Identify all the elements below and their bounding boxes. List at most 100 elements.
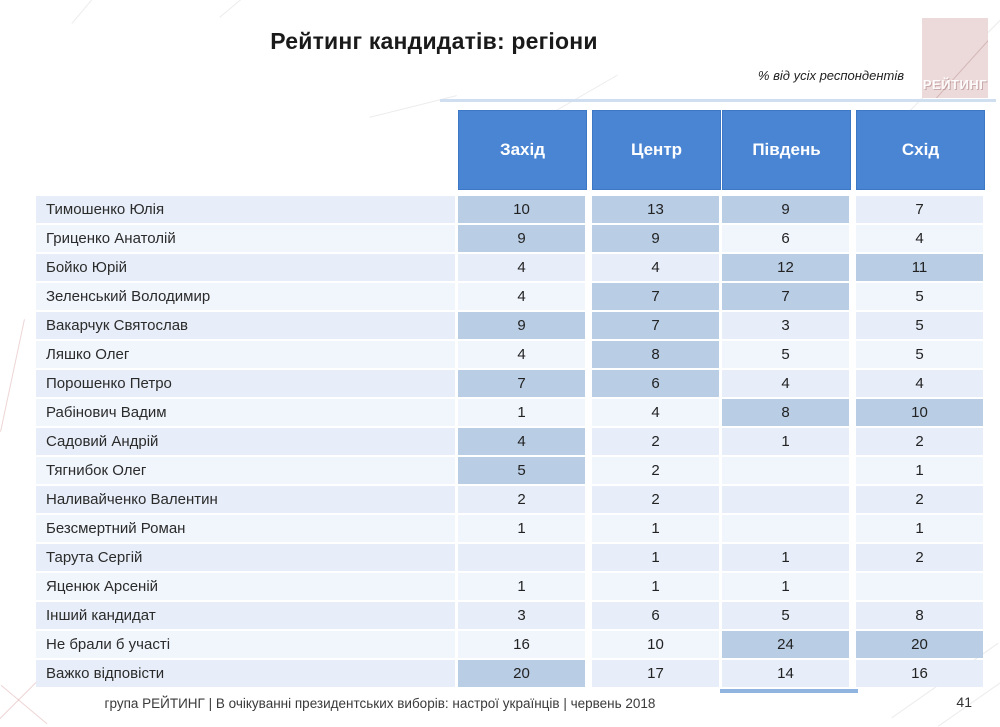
value-cell: 1	[722, 544, 849, 571]
value-cell	[722, 457, 849, 484]
value-cell: 8	[722, 399, 849, 426]
table-row: Порошенко Петро 7 6 4 4	[36, 370, 986, 397]
table-row: Рабінович Вадим 1 4 8 10	[36, 399, 986, 426]
candidate-label: Безсмертний Роман	[36, 515, 455, 542]
value-cell: 7	[592, 312, 719, 339]
table-row: Гриценко Анатолій 9 9 6 4	[36, 225, 986, 252]
table-row: Інший кандидат 3 6 5 8	[36, 602, 986, 629]
column-header-east: Схід	[856, 110, 985, 190]
value-cell: 2	[592, 457, 719, 484]
page-title: Рейтинг кандидатів: регіони	[270, 28, 598, 54]
table-row: Не брали б участі 16 10 24 20	[36, 631, 986, 658]
candidate-label: Важко відповісти	[36, 660, 455, 687]
candidate-label: Наливайченко Валентин	[36, 486, 455, 513]
table-row: Садовий Андрій 4 2 1 2	[36, 428, 986, 455]
table-row: Тягнибок Олег 5 2 1	[36, 457, 986, 484]
value-cell: 13	[592, 196, 719, 223]
value-cell: 1	[458, 573, 585, 600]
value-cell: 16	[458, 631, 585, 658]
value-cell: 5	[856, 283, 983, 310]
value-cell	[722, 486, 849, 513]
value-cell: 4	[458, 341, 585, 368]
column-header-south: Південь	[722, 110, 851, 190]
table-row: Наливайченко Валентин 2 2 2	[36, 486, 986, 513]
value-cell	[722, 515, 849, 542]
value-cell: 8	[592, 341, 719, 368]
value-cell: 4	[458, 428, 585, 455]
candidate-label: Рабінович Вадим	[36, 399, 455, 426]
value-cell: 20	[856, 631, 983, 658]
value-cell: 2	[592, 486, 719, 513]
value-cell: 2	[592, 428, 719, 455]
candidate-label: Садовий Андрій	[36, 428, 455, 455]
table-row: Бойко Юрій 4 4 12 11	[36, 254, 986, 281]
value-cell: 9	[722, 196, 849, 223]
value-cell: 8	[856, 602, 983, 629]
value-cell: 4	[458, 283, 585, 310]
value-cell: 9	[458, 225, 585, 252]
value-cell	[856, 573, 983, 600]
candidate-label: Вакарчук Святослав	[36, 312, 455, 339]
value-cell: 1	[458, 399, 585, 426]
value-cell: 1	[592, 544, 719, 571]
value-cell: 24	[722, 631, 849, 658]
value-cell: 11	[856, 254, 983, 281]
candidate-label: Зеленський Володимир	[36, 283, 455, 310]
value-cell: 4	[722, 370, 849, 397]
value-cell: 6	[722, 225, 849, 252]
table-row: Ляшко Олег 4 8 5 5	[36, 341, 986, 368]
value-cell: 4	[592, 399, 719, 426]
value-cell: 5	[722, 341, 849, 368]
footer-source-note: група РЕЙТИНГ | В очікуванні президентсь…	[104, 696, 656, 711]
value-cell: 4	[856, 370, 983, 397]
value-cell: 1	[592, 573, 719, 600]
value-cell: 2	[856, 428, 983, 455]
value-cell: 1	[458, 515, 585, 542]
candidate-label: Яценюк Арсеній	[36, 573, 455, 600]
value-cell: 17	[592, 660, 719, 687]
value-cell: 10	[592, 631, 719, 658]
value-cell: 7	[856, 196, 983, 223]
value-cell: 3	[458, 602, 585, 629]
candidate-label: Бойко Юрій	[36, 254, 455, 281]
value-cell: 4	[856, 225, 983, 252]
value-cell: 5	[856, 312, 983, 339]
value-cell: 1	[856, 457, 983, 484]
candidate-label: Ляшко Олег	[36, 341, 455, 368]
value-cell: 5	[856, 341, 983, 368]
value-cell: 5	[458, 457, 585, 484]
table-row: Безсмертний Роман 1 1 1	[36, 515, 986, 542]
watermark-line	[219, 0, 251, 18]
logo-text: РЕЙТИНГ	[922, 77, 988, 92]
table-row: Яценюк Арсеній 1 1 1	[36, 573, 986, 600]
table-row: Важко відповісти 20 17 14 16	[36, 660, 986, 687]
value-cell: 1	[856, 515, 983, 542]
value-cell: 4	[592, 254, 719, 281]
value-cell: 7	[458, 370, 585, 397]
value-cell: 3	[722, 312, 849, 339]
table-row: Тимошенко Юлія 10 13 9 7	[36, 196, 986, 223]
accent-band-bottom	[720, 689, 858, 693]
value-cell: 10	[458, 196, 585, 223]
column-header-center: Центр	[592, 110, 721, 190]
value-cell: 2	[458, 486, 585, 513]
subtitle-note: % від усіх респондентів	[757, 68, 904, 83]
table-row: Тарута Сергій 1 1 2	[36, 544, 986, 571]
value-cell: 12	[722, 254, 849, 281]
value-cell: 9	[458, 312, 585, 339]
candidate-label: Тягнибок Олег	[36, 457, 455, 484]
table-row: Вакарчук Святослав 9 7 3 5	[36, 312, 986, 339]
value-cell: 10	[856, 399, 983, 426]
value-cell: 2	[856, 544, 983, 571]
value-cell: 7	[722, 283, 849, 310]
value-cell: 4	[458, 254, 585, 281]
value-cell: 2	[856, 486, 983, 513]
column-header-west: Захід	[458, 110, 587, 190]
value-cell: 14	[722, 660, 849, 687]
page-number: 41	[956, 694, 972, 710]
value-cell: 1	[722, 428, 849, 455]
value-cell: 6	[592, 370, 719, 397]
candidate-label: Інший кандидат	[36, 602, 455, 629]
candidate-label: Тимошенко Юлія	[36, 196, 455, 223]
value-cell: 16	[856, 660, 983, 687]
